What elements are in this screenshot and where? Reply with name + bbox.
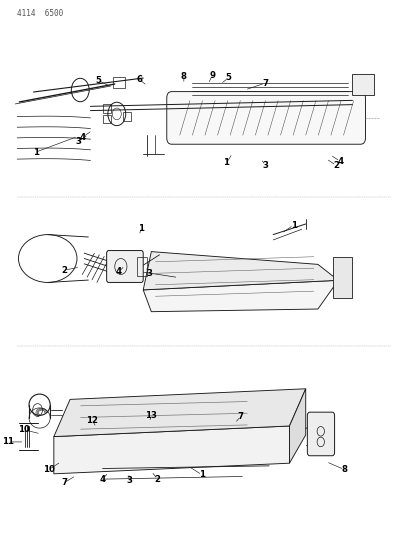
Bar: [113, 77, 125, 88]
Polygon shape: [143, 280, 338, 312]
Text: 4114  6500: 4114 6500: [17, 9, 64, 18]
FancyBboxPatch shape: [352, 74, 374, 95]
Text: 13: 13: [145, 411, 157, 420]
Text: 10: 10: [18, 425, 30, 434]
Text: 1: 1: [224, 158, 230, 167]
FancyBboxPatch shape: [333, 257, 352, 298]
Text: 7: 7: [237, 412, 244, 421]
Text: 4: 4: [116, 268, 122, 276]
Text: 10: 10: [43, 465, 55, 474]
Text: 12: 12: [86, 416, 98, 425]
Text: 7: 7: [61, 478, 67, 487]
Polygon shape: [54, 389, 306, 437]
Text: 4: 4: [337, 157, 343, 166]
Text: 3: 3: [75, 137, 81, 146]
FancyBboxPatch shape: [106, 251, 143, 282]
Text: 8: 8: [341, 465, 347, 474]
Text: 9: 9: [209, 70, 215, 79]
Text: 3: 3: [146, 269, 152, 278]
Text: 1: 1: [33, 148, 38, 157]
Text: 8: 8: [181, 71, 187, 80]
Text: 2: 2: [155, 475, 160, 483]
Text: 1: 1: [138, 224, 144, 233]
Text: 5: 5: [95, 76, 102, 85]
Text: 3: 3: [262, 161, 268, 170]
Text: 1: 1: [290, 221, 297, 230]
Bar: [102, 115, 111, 124]
Text: 4: 4: [100, 475, 106, 483]
Polygon shape: [54, 426, 290, 474]
Text: 2: 2: [61, 266, 67, 274]
Text: 11: 11: [2, 438, 14, 447]
Text: 7: 7: [262, 78, 268, 87]
Text: 6: 6: [136, 75, 142, 84]
Text: 2: 2: [333, 161, 339, 170]
Text: 5: 5: [226, 73, 231, 82]
FancyBboxPatch shape: [307, 412, 335, 456]
Polygon shape: [290, 389, 306, 463]
FancyBboxPatch shape: [167, 92, 366, 144]
Text: 4: 4: [79, 133, 85, 142]
Polygon shape: [143, 252, 338, 290]
Bar: [102, 104, 111, 113]
Text: 1: 1: [199, 471, 205, 479]
Bar: [137, 257, 147, 276]
Text: 3: 3: [126, 476, 132, 484]
Bar: [123, 112, 131, 121]
